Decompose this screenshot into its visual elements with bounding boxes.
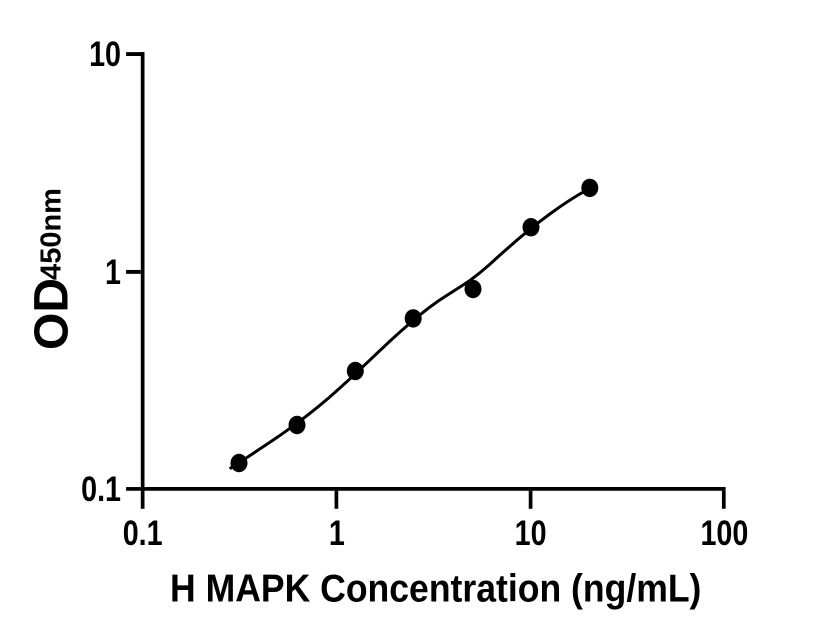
svg-text:0.1: 0.1	[123, 513, 163, 552]
svg-text:100: 100	[700, 513, 748, 552]
svg-text:1: 1	[105, 252, 121, 291]
svg-text:1: 1	[329, 513, 345, 552]
svg-text:10: 10	[89, 34, 121, 73]
svg-text:0.1: 0.1	[81, 469, 121, 508]
svg-text:H MAPK Concentration (ng/mL): H MAPK Concentration (ng/mL)	[170, 566, 701, 610]
svg-text:10: 10	[515, 513, 547, 552]
